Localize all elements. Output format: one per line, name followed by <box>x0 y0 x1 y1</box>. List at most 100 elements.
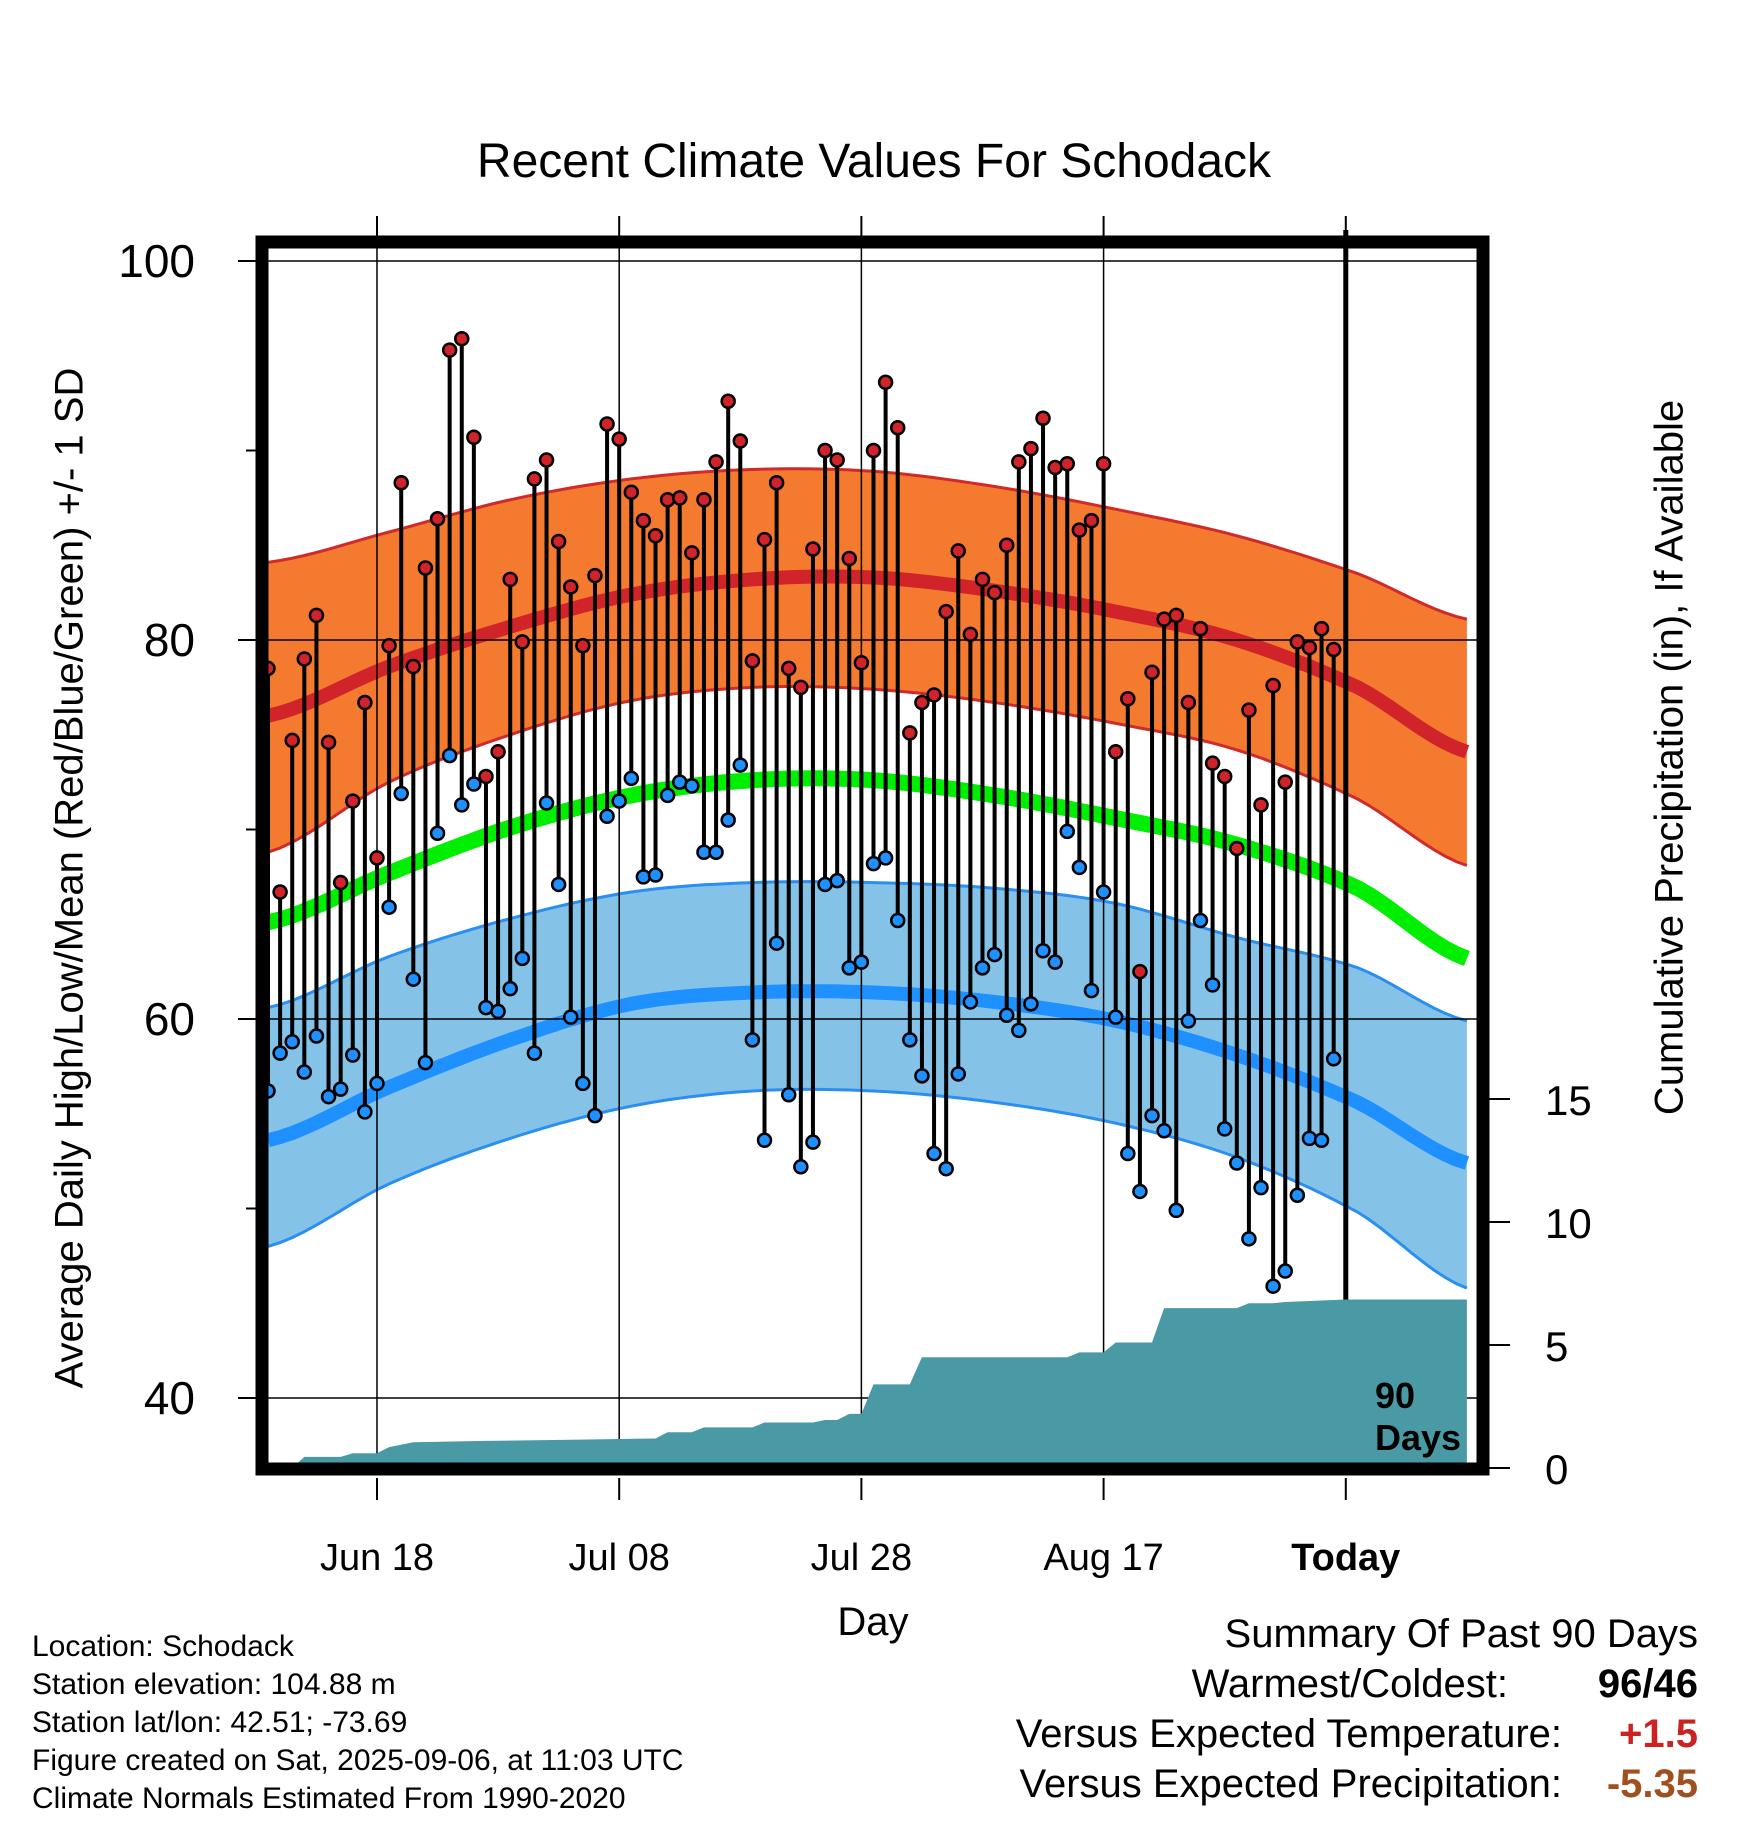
high-point-82 <box>1253 797 1269 813</box>
low-point-75 <box>1168 1202 1184 1219</box>
high-point-51 <box>877 374 894 391</box>
location-line: Location: Schodack <box>32 1630 294 1663</box>
low-point-13 <box>417 1054 434 1071</box>
low-point-66 <box>1059 823 1076 840</box>
y-axis-label-right: Cumulative Precipitation (in), If Availa… <box>1647 399 1692 1116</box>
low-point-47 <box>829 872 845 889</box>
high-point-5 <box>320 734 337 751</box>
low-point-35 <box>684 778 700 794</box>
value-separator: / <box>1642 1662 1654 1706</box>
low-point-81 <box>1241 1231 1257 1247</box>
low-point-73 <box>1144 1107 1160 1124</box>
low-point-32 <box>647 867 664 883</box>
high-point-63 <box>1023 440 1039 457</box>
high-point-10 <box>381 637 397 654</box>
low-point-76 <box>1180 1013 1197 1029</box>
y-axis-label-left: Average Daily High/Low/Mean (Red/Blue/Gr… <box>47 367 92 1389</box>
high-point-67 <box>1071 522 1088 538</box>
low-point-48 <box>841 960 858 976</box>
latlon-line: Station lat/lon: 42.51; -73.69 <box>32 1706 408 1739</box>
low-point-10 <box>381 899 397 915</box>
high-point-45 <box>805 541 821 557</box>
plot-border <box>255 235 1490 1476</box>
low-point-52 <box>889 912 906 929</box>
x-tick-label-3: Aug 17 <box>1043 1537 1163 1579</box>
high-point-14 <box>429 510 446 527</box>
high-point-66 <box>1059 456 1076 472</box>
low-point-27 <box>587 1107 603 1124</box>
normals-line: Climate Normals Estimated From 1990-2020 <box>32 1782 626 1815</box>
high-point-24 <box>550 533 567 550</box>
low-point-37 <box>708 844 724 860</box>
high-point-77 <box>1192 620 1209 637</box>
high-point-16 <box>454 330 470 347</box>
x-tick-label-2: Jul 28 <box>811 1537 912 1579</box>
high-point-68 <box>1083 512 1100 529</box>
high-point-18 <box>478 768 494 785</box>
warmest-coldest-label: Warmest/Coldest: <box>1191 1662 1508 1706</box>
high-point-33 <box>659 492 676 508</box>
low-point-28 <box>599 808 615 824</box>
low-point-19 <box>490 1003 506 1020</box>
high-point-55 <box>926 687 942 703</box>
low-point-12 <box>405 971 422 987</box>
high-point-37 <box>708 454 724 470</box>
low-point-43 <box>780 1087 797 1103</box>
low-point-26 <box>575 1075 591 1092</box>
low-point-6 <box>332 1081 349 1097</box>
low-point-69 <box>1095 884 1112 900</box>
elevation-line: Station elevation: 104.88 m <box>32 1668 396 1701</box>
x-tick-label-1: Jul 08 <box>568 1537 669 1579</box>
high-point-50 <box>865 442 882 459</box>
y2-tick-label-5: 5 <box>1545 1323 1568 1370</box>
low-point-72 <box>1132 1183 1148 1200</box>
y-tick-label-60: 60 <box>144 993 195 1045</box>
high-point-56 <box>938 603 954 620</box>
low-point-85 <box>1289 1187 1306 1203</box>
high-point-43 <box>780 660 797 677</box>
y-tick-label-80: 80 <box>144 614 195 666</box>
precip-area <box>268 1299 1467 1468</box>
low-point-24 <box>550 876 567 893</box>
summary-heading: Summary Of Past 90 Days <box>1224 1612 1698 1656</box>
low-point-64 <box>1035 943 1051 959</box>
high-point-39 <box>732 433 749 449</box>
low-point-14 <box>429 825 446 842</box>
high-point-44 <box>793 679 809 696</box>
low-point-15 <box>441 747 458 764</box>
high-point-8 <box>357 694 373 711</box>
high-point-17 <box>466 429 482 445</box>
high-point-88 <box>1325 641 1342 658</box>
high-point-41 <box>756 531 773 548</box>
high-point-62 <box>1011 454 1027 470</box>
high-point-48 <box>841 550 858 567</box>
high-point-7 <box>345 793 361 809</box>
low-point-88 <box>1325 1051 1342 1067</box>
high-point-80 <box>1229 840 1245 857</box>
created-line: Figure created on Sat, 2025-09-06, at 11… <box>32 1744 684 1777</box>
low-point-3 <box>296 1064 313 1080</box>
precip-vs-expected-label: Versus Expected Precipitation: <box>1019 1762 1562 1806</box>
high-point-76 <box>1180 694 1197 711</box>
low-point-45 <box>805 1134 821 1150</box>
high-point-85 <box>1289 634 1306 650</box>
high-point-23 <box>538 452 555 468</box>
low-point-87 <box>1313 1132 1330 1149</box>
x-axis-label: Day <box>837 1600 909 1644</box>
low-point-68 <box>1083 982 1100 999</box>
high-point-30 <box>623 484 640 500</box>
low-sd-upper-edge <box>267 880 1468 1023</box>
low-point-11 <box>393 785 409 802</box>
low-point-41 <box>756 1132 773 1149</box>
high-point-59 <box>974 571 991 588</box>
high-point-21 <box>514 634 531 650</box>
high-point-34 <box>671 490 688 506</box>
high-point-31 <box>635 512 652 529</box>
high-point-81 <box>1241 702 1257 718</box>
y-tick-label-40: 40 <box>144 1372 195 1424</box>
low-point-78 <box>1204 977 1221 993</box>
low-point-38 <box>720 812 736 828</box>
coldest-value: 46 <box>1653 1662 1699 1706</box>
high-point-2 <box>284 732 300 749</box>
